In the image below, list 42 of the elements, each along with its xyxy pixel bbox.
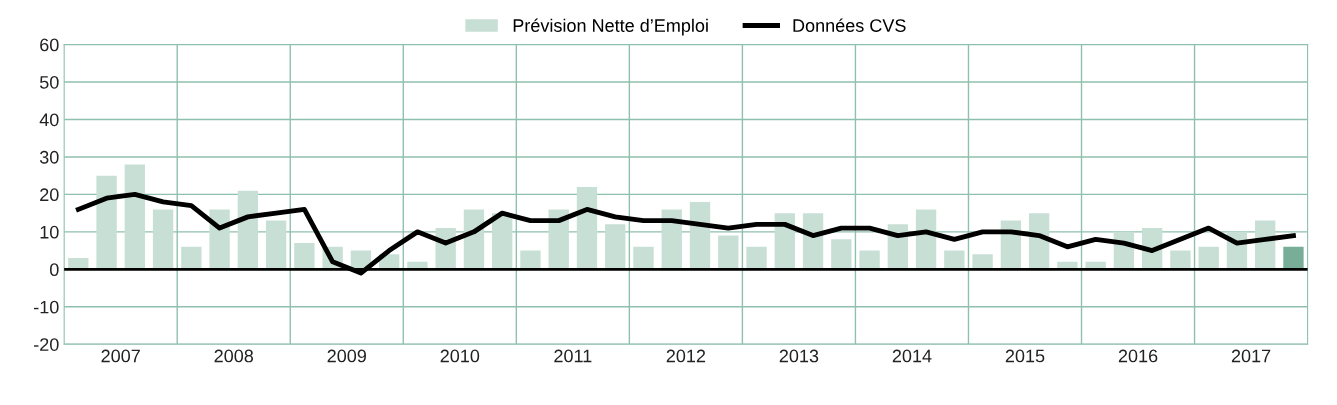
x-tick-label: 2011: [554, 349, 592, 363]
bar: [718, 235, 739, 270]
y-tick-label: 60: [40, 38, 59, 52]
bar: [181, 246, 202, 270]
bar: [1283, 246, 1304, 270]
y-tick-label: 30: [39, 150, 59, 164]
x-tick-label: 2016: [1118, 349, 1158, 363]
bar: [294, 243, 315, 270]
bar: [124, 164, 145, 270]
y-tick-label: -20: [34, 338, 59, 351]
x-tick-label: 2012: [666, 349, 706, 363]
y-tick-label: 0: [49, 263, 59, 277]
x-tick-label: 2017: [1231, 349, 1271, 363]
y-tick-label: 20: [40, 188, 59, 202]
bar: [1198, 246, 1219, 270]
bar: [605, 224, 626, 270]
bar: [831, 239, 852, 270]
bar: [576, 186, 598, 270]
bar: [237, 190, 259, 270]
y-tick-label: 40: [39, 113, 59, 127]
bar: [1170, 250, 1191, 270]
bar: [96, 175, 117, 270]
bar: [944, 250, 965, 270]
x-tick-label: 2014: [892, 349, 932, 363]
x-tick-label: 2007: [101, 349, 140, 363]
y-tick-label: -10: [34, 300, 59, 314]
bar: [972, 254, 993, 270]
x-tick-label: 2013: [779, 349, 819, 363]
legend-label: Prévision Nette d’Emploi: [513, 18, 708, 36]
x-tick-label: 2009: [327, 349, 366, 363]
x-tick-label: 2008: [214, 349, 254, 363]
x-tick-label: 2015: [1005, 349, 1045, 363]
bar: [520, 250, 541, 270]
y-tick-label: 10: [40, 225, 59, 239]
bar: [859, 250, 880, 270]
bar: [633, 246, 654, 270]
bar: [152, 209, 174, 270]
y-tick-label: 50: [39, 75, 59, 89]
x-tick-label: 2010: [440, 349, 480, 363]
legend-label: Données CVS: [793, 18, 906, 32]
bar: [746, 246, 767, 270]
bar: [265, 220, 287, 270]
